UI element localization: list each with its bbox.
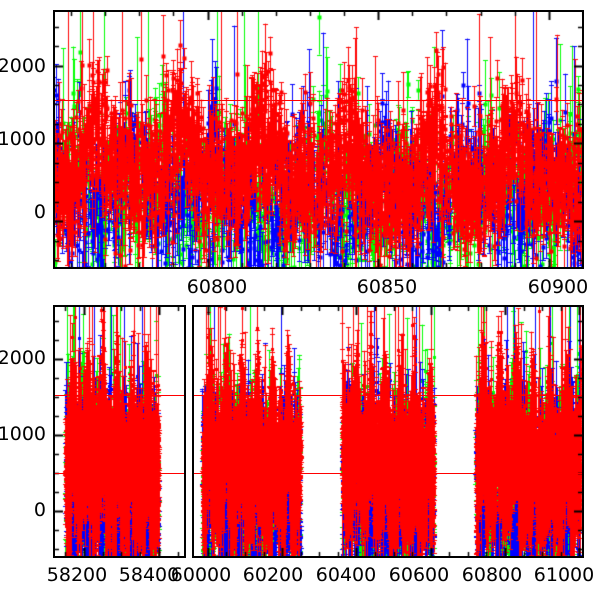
bottom-xtick-60200: 60200 bbox=[242, 564, 304, 586]
bottom-right-reference-line-430 bbox=[193, 473, 583, 474]
bottom-xtick-60600: 60600 bbox=[388, 564, 450, 586]
bottom-right-subpanel-plot-area bbox=[193, 306, 583, 557]
bottom-left-subpanel-plot-area bbox=[54, 306, 185, 557]
top-panel-xtick-60800: 60800 bbox=[186, 276, 248, 298]
top-panel-ytick-2000: 2000 bbox=[0, 55, 46, 77]
bottom-panel-ytick-1000: 1000 bbox=[0, 423, 46, 445]
bottom-right-subpanel-frame bbox=[192, 305, 584, 558]
bottom-left-reference-line-430 bbox=[54, 473, 185, 474]
top-panel: 2000 1000 0 60800 60850 60900 bbox=[0, 10, 589, 298]
bottom-left-data-canvas bbox=[54, 306, 185, 557]
top-panel-xtick-60900: 60900 bbox=[527, 276, 589, 298]
top-panel-plot-area bbox=[54, 11, 583, 268]
bottom-right-reference-line-1500 bbox=[193, 395, 583, 396]
bottom-panel-ytick-2000: 2000 bbox=[0, 347, 46, 369]
bottom-right-data-canvas bbox=[193, 306, 583, 557]
bottom-xtick-58400: 58400 bbox=[118, 564, 180, 586]
top-panel-xtick-60850: 60850 bbox=[356, 276, 418, 298]
top-panel-reference-line-1500 bbox=[54, 100, 583, 101]
bottom-left-subpanel-frame bbox=[53, 305, 186, 558]
bottom-xtick-60400: 60400 bbox=[315, 564, 377, 586]
bottom-xtick-60000: 60000 bbox=[170, 564, 232, 586]
bottom-panel-ytick-0: 0 bbox=[33, 499, 46, 521]
top-panel-ytick-1000: 1000 bbox=[0, 128, 46, 150]
bottom-left-reference-line-1500 bbox=[54, 395, 185, 396]
bottom-xtick-58200: 58200 bbox=[46, 564, 108, 586]
bottom-xtick-60800: 60800 bbox=[461, 564, 523, 586]
top-panel-frame bbox=[53, 10, 584, 269]
top-panel-data-canvas bbox=[54, 11, 583, 268]
top-panel-ytick-0: 0 bbox=[33, 201, 46, 223]
bottom-panel: 2000 1000 0 58200 58400 60000 60200 6040… bbox=[0, 300, 600, 600]
bottom-xtick-61000: 61000 bbox=[533, 564, 595, 586]
